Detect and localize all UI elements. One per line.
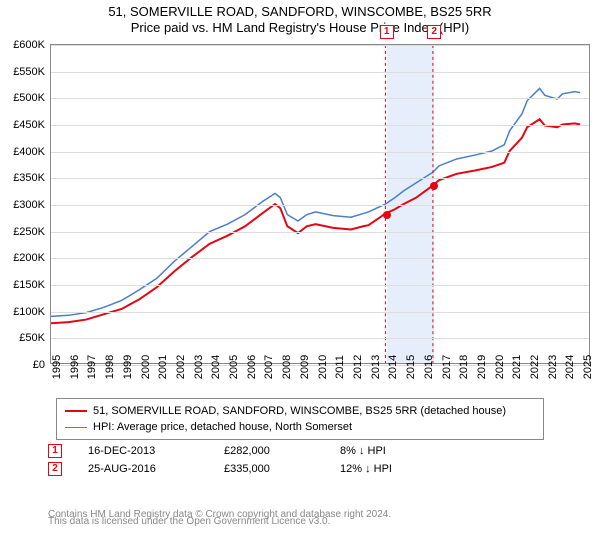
plot-area: £0£50K£100K£150K£200K£250K£300K£350K£400… — [50, 44, 590, 364]
x-tick-label: 2007 — [263, 355, 275, 379]
y-tick-label: £50K — [19, 332, 45, 344]
gridline-h — [51, 312, 589, 313]
y-tick-label: £600K — [13, 39, 45, 51]
x-tick-label: 2013 — [370, 355, 382, 379]
series-line-price_paid — [51, 119, 580, 323]
sales-table: 1 16-DEC-2013 £282,000 8% ↓ HPI 2 25-AUG-2016… — [40, 442, 560, 478]
x-tick-label: 2002 — [175, 355, 187, 379]
x-tick-label: 1997 — [86, 355, 98, 379]
sale-date: 25-AUG-2016 — [88, 463, 198, 475]
x-tick-label: 2005 — [228, 355, 240, 379]
x-tick-label: 2010 — [317, 355, 329, 379]
gridline-h — [51, 72, 589, 73]
legend-swatch — [65, 410, 87, 412]
sale-price: £335,000 — [224, 463, 314, 475]
x-tick-label: 2020 — [494, 355, 506, 379]
gridline-h — [51, 45, 589, 46]
x-tick-label: 2021 — [511, 355, 523, 379]
legend-label: 51, SOMERVILLE ROAD, SANDFORD, WINSCOMBE… — [93, 405, 506, 417]
y-tick-label: £200K — [13, 252, 45, 264]
x-tick-label: 1996 — [69, 355, 81, 379]
gridline-h — [51, 98, 589, 99]
y-tick-label: £300K — [13, 199, 45, 211]
sale-marker-box: 1 — [380, 25, 394, 39]
sale-delta: 8% ↓ HPI — [340, 445, 386, 457]
x-tick-label: 2001 — [157, 355, 169, 379]
legend-swatch — [65, 427, 87, 428]
chart-lines-svg — [51, 45, 589, 363]
y-tick-label: £550K — [13, 66, 45, 78]
series-line-hpi — [51, 88, 580, 316]
legend-label: HPI: Average price, detached house, Nort… — [93, 421, 352, 433]
gridline-h — [51, 178, 589, 179]
x-tick-label: 2000 — [140, 355, 152, 379]
gridline-h — [51, 152, 589, 153]
x-tick-label: 2017 — [441, 355, 453, 379]
footnote-licence: This data is licensed under the Open Gov… — [40, 511, 560, 532]
y-tick-label: £100K — [13, 306, 45, 318]
gridline-h — [51, 258, 589, 259]
x-tick-label: 2009 — [299, 355, 311, 379]
gridline-h — [51, 338, 589, 339]
x-tick-label: 2016 — [423, 355, 435, 379]
sale-price: £282,000 — [224, 445, 314, 457]
y-axis-labels-container: £0£50K£100K£150K£200K£250K£300K£350K£400… — [1, 45, 49, 363]
x-tick-label: 2015 — [405, 355, 417, 379]
x-tick-label: 2024 — [564, 355, 576, 379]
sale-point-dot — [430, 182, 438, 190]
x-tick-label: 1995 — [51, 355, 63, 379]
x-tick-label: 1998 — [104, 355, 116, 379]
sale-row-marker: 2 — [48, 462, 62, 476]
chart-legend: 51, SOMERVILLE ROAD, SANDFORD, WINSCOMBE… — [56, 398, 544, 440]
y-tick-label: £150K — [13, 279, 45, 291]
x-tick-label: 2022 — [529, 355, 541, 379]
x-tick-label: 2003 — [193, 355, 205, 379]
x-tick-label: 2006 — [246, 355, 258, 379]
x-tick-label: 2008 — [281, 355, 293, 379]
house-price-chart: 51, SOMERVILLE ROAD, SANDFORD, WINSCOMBE… — [0, 0, 600, 560]
chart-subtitle: Price paid vs. HM Land Registry's House … — [0, 20, 600, 36]
gridline-h — [51, 232, 589, 233]
sale-row-marker: 1 — [48, 444, 62, 458]
chart-title: 51, SOMERVILLE ROAD, SANDFORD, WINSCOMBE… — [0, 4, 600, 20]
x-tick-label: 2023 — [547, 355, 559, 379]
y-tick-label: £350K — [13, 172, 45, 184]
legend-row: 51, SOMERVILLE ROAD, SANDFORD, WINSCOMBE… — [65, 403, 535, 419]
x-tick-label: 2012 — [352, 355, 364, 379]
x-tick-label: 2004 — [210, 355, 222, 379]
gridline-h — [51, 125, 589, 126]
sale-marker-box: 2 — [427, 25, 441, 39]
sale-row: 2 25-AUG-2016 £335,000 12% ↓ HPI — [40, 460, 560, 478]
sale-date: 16-DEC-2013 — [88, 445, 198, 457]
y-tick-label: £400K — [13, 146, 45, 158]
x-tick-label: 2025 — [582, 355, 594, 379]
x-tick-label: 1999 — [122, 355, 134, 379]
y-tick-label: £250K — [13, 226, 45, 238]
y-tick-label: £500K — [13, 92, 45, 104]
sale-row: 1 16-DEC-2013 £282,000 8% ↓ HPI — [40, 442, 560, 460]
gridline-h — [51, 285, 589, 286]
legend-row: HPI: Average price, detached house, Nort… — [65, 419, 535, 435]
sale-delta: 12% ↓ HPI — [340, 463, 392, 475]
x-tick-label: 2011 — [334, 355, 346, 379]
y-tick-label: £450K — [13, 119, 45, 131]
sale-point-dot — [383, 211, 391, 219]
x-tick-label: 2018 — [458, 355, 470, 379]
y-tick-label: £0 — [33, 359, 45, 371]
x-tick-label: 2014 — [387, 355, 399, 379]
x-tick-label: 2019 — [476, 355, 488, 379]
gridline-h — [51, 205, 589, 206]
